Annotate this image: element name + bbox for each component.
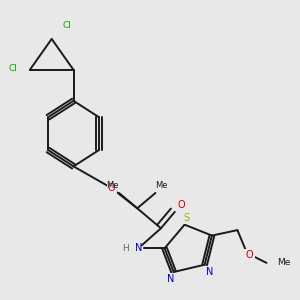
Text: N: N	[135, 243, 143, 253]
Text: O: O	[246, 250, 253, 260]
Text: H: H	[122, 244, 129, 253]
Text: Me: Me	[106, 181, 119, 190]
Text: Me: Me	[155, 181, 168, 190]
Text: N: N	[167, 274, 174, 284]
Text: Me: Me	[277, 258, 290, 267]
Text: O: O	[177, 200, 185, 210]
Text: S: S	[183, 213, 190, 223]
Text: N: N	[206, 267, 214, 277]
Text: O: O	[108, 183, 116, 193]
Text: Cl: Cl	[8, 64, 17, 73]
Text: Cl: Cl	[63, 21, 71, 30]
